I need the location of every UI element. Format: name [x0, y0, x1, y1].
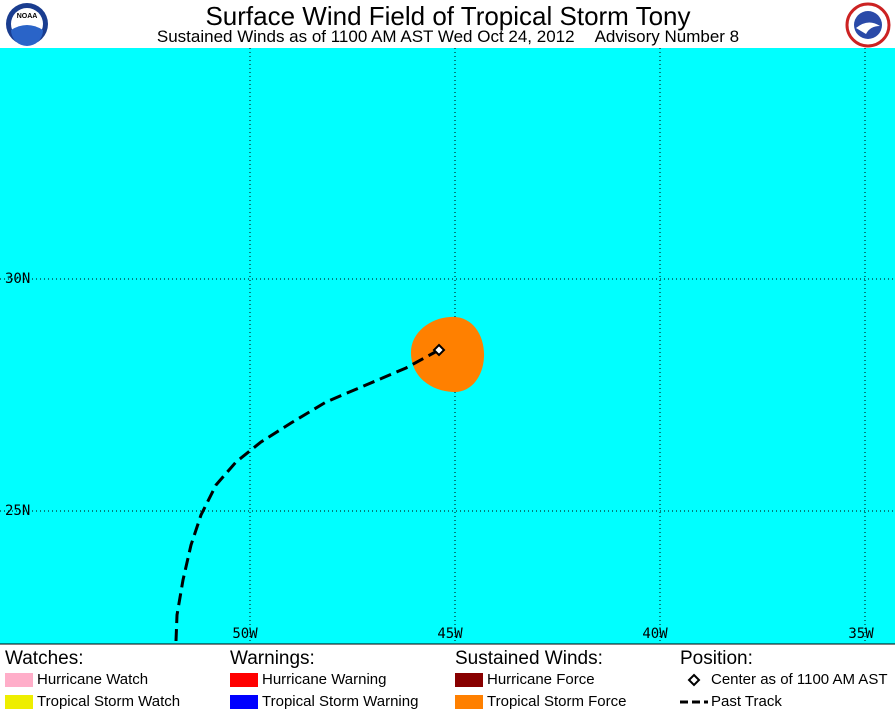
advisory: Advisory Number 8: [595, 27, 740, 46]
lat-label: 25N: [5, 503, 30, 519]
legend-item: Hurricane Force: [487, 671, 595, 688]
swatch: [455, 673, 483, 687]
nws-logo: [845, 2, 891, 48]
swatch: [230, 695, 258, 709]
logo-wave: [11, 25, 43, 46]
legend-item: Tropical Storm Warning: [262, 693, 418, 710]
subtitle-time: Sustained Winds as of 1100 AM AST Wed Oc…: [157, 27, 575, 46]
lon-label: 50W: [232, 626, 258, 642]
lon-label: 45W: [437, 626, 463, 642]
legend-item: Center as of 1100 AM AST: [711, 671, 887, 688]
storm-center: [432, 343, 446, 357]
legend-title: Warnings:: [230, 648, 315, 669]
legend-item: Hurricane Warning: [262, 671, 387, 688]
legend-item: Tropical Storm Force: [487, 693, 626, 710]
legend-item: Tropical Storm Watch: [37, 693, 180, 710]
title: Surface Wind Field of Tropical Storm Ton…: [205, 1, 690, 31]
logo-text: NOAA: [17, 13, 38, 20]
tropical-storm-wind-field: [410, 316, 485, 393]
legend: Watches: Hurricane Watch Tropical Storm …: [5, 648, 887, 710]
legend-title: Watches:: [5, 648, 84, 669]
noaa-logo: NOAA: [6, 3, 48, 46]
swatch: [455, 695, 483, 709]
legend-item: Hurricane Watch: [37, 671, 148, 688]
lon-label: 40W: [642, 626, 668, 642]
swatch: [5, 695, 33, 709]
legend-title: Sustained Winds:: [455, 648, 603, 669]
past-track: [174, 348, 440, 642]
center-symbol: [687, 673, 701, 687]
subtitle: Sustained Winds as of 1100 AM AST Wed Oc…: [157, 27, 739, 46]
lat-label: 30N: [5, 271, 30, 287]
lon-label: 35W: [848, 626, 874, 642]
legend-item: Past Track: [711, 693, 782, 710]
swatch: [230, 673, 258, 687]
legend-title: Position:: [680, 648, 753, 669]
swatch: [5, 673, 33, 687]
logo-cloud: [856, 22, 880, 34]
